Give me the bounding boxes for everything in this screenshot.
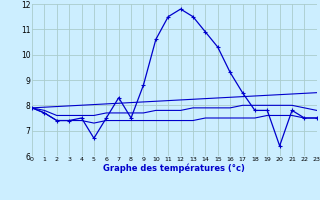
X-axis label: Graphe des températures (°c): Graphe des températures (°c) (103, 163, 245, 173)
